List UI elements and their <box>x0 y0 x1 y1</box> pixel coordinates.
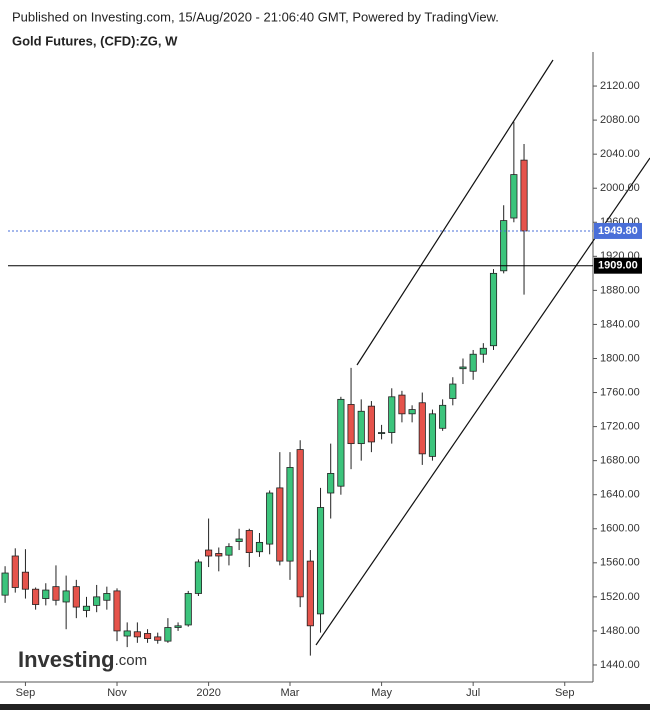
y-tick-label: 1680.00 <box>600 455 640 467</box>
watermark-main: Investing <box>18 647 115 672</box>
y-tick-label: 1480.00 <box>600 625 640 637</box>
candle-body <box>62 590 70 603</box>
candle-body <box>123 630 131 637</box>
candle-body <box>388 396 396 433</box>
y-tick-label: 2080.00 <box>600 114 640 126</box>
candle-body <box>449 383 457 399</box>
x-tick-label: Mar <box>281 687 300 699</box>
y-tick-label: 1880.00 <box>600 284 640 296</box>
candle-body <box>174 625 182 628</box>
candle-body <box>489 272 498 347</box>
candle-body <box>93 596 101 606</box>
trend-channel <box>315 59 650 646</box>
candle-body <box>479 347 487 355</box>
y-tick-label: 2000.00 <box>600 182 640 194</box>
candle-body <box>194 561 202 594</box>
candle-body <box>113 590 121 632</box>
y-tick-label: 1600.00 <box>600 523 640 535</box>
candle-body <box>306 560 314 627</box>
y-tick-label: 1840.00 <box>600 318 640 330</box>
candle-body <box>164 627 172 642</box>
candle-body <box>21 571 29 590</box>
candle-body <box>266 492 274 545</box>
candle-body <box>103 593 111 601</box>
upper-trend-line <box>356 59 554 366</box>
y-tick-label: 2040.00 <box>600 148 640 160</box>
y-tick-label: 1720.00 <box>600 421 640 433</box>
candle-body <box>276 487 284 562</box>
y-tick-label: 1440.00 <box>600 659 640 671</box>
y-tick-label: 1640.00 <box>600 489 640 501</box>
candle-body <box>235 538 243 542</box>
y-tick-label: 2120.00 <box>600 80 640 92</box>
candle-body <box>245 530 253 553</box>
candle-body <box>408 409 416 415</box>
candle-body <box>215 553 223 557</box>
candles <box>1 121 528 656</box>
candle-body <box>520 159 528 232</box>
candle-body <box>1 572 9 596</box>
candle-body <box>225 546 233 556</box>
candle-body <box>154 636 162 641</box>
watermark-suffix: .com <box>115 652 148 669</box>
candle-body <box>500 220 508 272</box>
candle-body <box>255 541 264 553</box>
candle-body <box>42 589 50 599</box>
candle-body <box>72 586 80 608</box>
price-label: 1949.80 <box>598 225 638 237</box>
x-tick-label: May <box>371 687 392 699</box>
candle-body <box>327 473 335 494</box>
watermark: Investing.com <box>18 647 147 672</box>
chart-subtitle: Published on Investing.com, 15/Aug/2020 … <box>12 9 499 24</box>
candle-body <box>347 404 355 445</box>
candle-body <box>286 467 294 562</box>
price-label-box <box>594 222 642 239</box>
candle-body <box>469 353 477 372</box>
candle-body <box>184 593 192 626</box>
candle-body <box>418 402 426 455</box>
candle-body <box>439 404 447 429</box>
candle-body <box>357 410 365 445</box>
x-tick-label: Nov <box>107 687 127 699</box>
candle-body <box>316 507 325 615</box>
candle-body <box>82 605 91 611</box>
candle-body <box>32 588 40 605</box>
candle-body <box>510 174 518 219</box>
x-tick-label: 2020 <box>196 687 220 699</box>
candle-body <box>52 586 60 601</box>
price-label: 1909.00 <box>598 260 638 272</box>
candle-body <box>133 631 141 638</box>
price-label-box <box>594 257 642 274</box>
candle-body <box>11 555 19 588</box>
y-tick-label: 1800.00 <box>600 352 640 364</box>
y-tick-label: 1520.00 <box>600 591 640 603</box>
bottom-bar <box>0 704 650 710</box>
lower-trend-line <box>315 157 650 646</box>
candle-body <box>367 405 375 443</box>
chart-title: Gold Futures, (CFD):ZG, W <box>12 33 178 48</box>
candle-body <box>296 449 304 598</box>
candle-body <box>428 413 437 457</box>
x-tick-label: Sep <box>555 687 575 699</box>
candle-body <box>378 432 386 434</box>
candle-body <box>205 549 213 557</box>
candle-body <box>459 366 467 370</box>
candle-body <box>398 394 406 415</box>
y-tick-label: 1560.00 <box>600 557 640 569</box>
x-tick-label: Jul <box>466 687 480 699</box>
x-tick-label: Sep <box>16 687 36 699</box>
candle-body <box>143 633 152 639</box>
y-tick-label: 1760.00 <box>600 386 640 398</box>
candle-body <box>337 398 345 487</box>
